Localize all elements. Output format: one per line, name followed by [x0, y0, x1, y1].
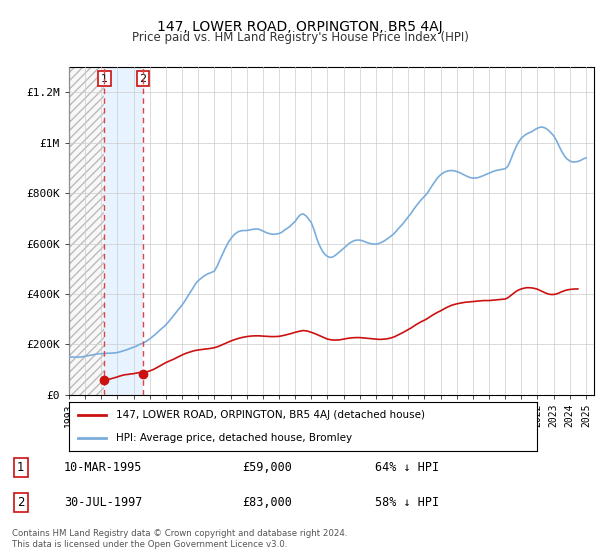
Text: £83,000: £83,000 — [242, 496, 292, 509]
Text: 58% ↓ HPI: 58% ↓ HPI — [375, 496, 439, 509]
Text: 147, LOWER ROAD, ORPINGTON, BR5 4AJ: 147, LOWER ROAD, ORPINGTON, BR5 4AJ — [157, 20, 443, 34]
Text: 147, LOWER ROAD, ORPINGTON, BR5 4AJ (detached house): 147, LOWER ROAD, ORPINGTON, BR5 4AJ (det… — [116, 410, 425, 421]
Text: 2: 2 — [139, 73, 146, 83]
Text: 1: 1 — [101, 73, 108, 83]
Text: 10-MAR-1995: 10-MAR-1995 — [64, 461, 142, 474]
Bar — [69, 67, 104, 395]
Text: Contains HM Land Registry data © Crown copyright and database right 2024.
This d: Contains HM Land Registry data © Crown c… — [12, 529, 347, 549]
Text: £59,000: £59,000 — [242, 461, 292, 474]
Text: Price paid vs. HM Land Registry's House Price Index (HPI): Price paid vs. HM Land Registry's House … — [131, 31, 469, 44]
Text: 30-JUL-1997: 30-JUL-1997 — [64, 496, 142, 509]
Text: 64% ↓ HPI: 64% ↓ HPI — [375, 461, 439, 474]
Text: 1: 1 — [17, 461, 25, 474]
Bar — [69, 67, 104, 395]
Text: 2: 2 — [17, 496, 25, 509]
Text: HPI: Average price, detached house, Bromley: HPI: Average price, detached house, Brom… — [116, 433, 352, 444]
Bar — [104, 67, 143, 395]
